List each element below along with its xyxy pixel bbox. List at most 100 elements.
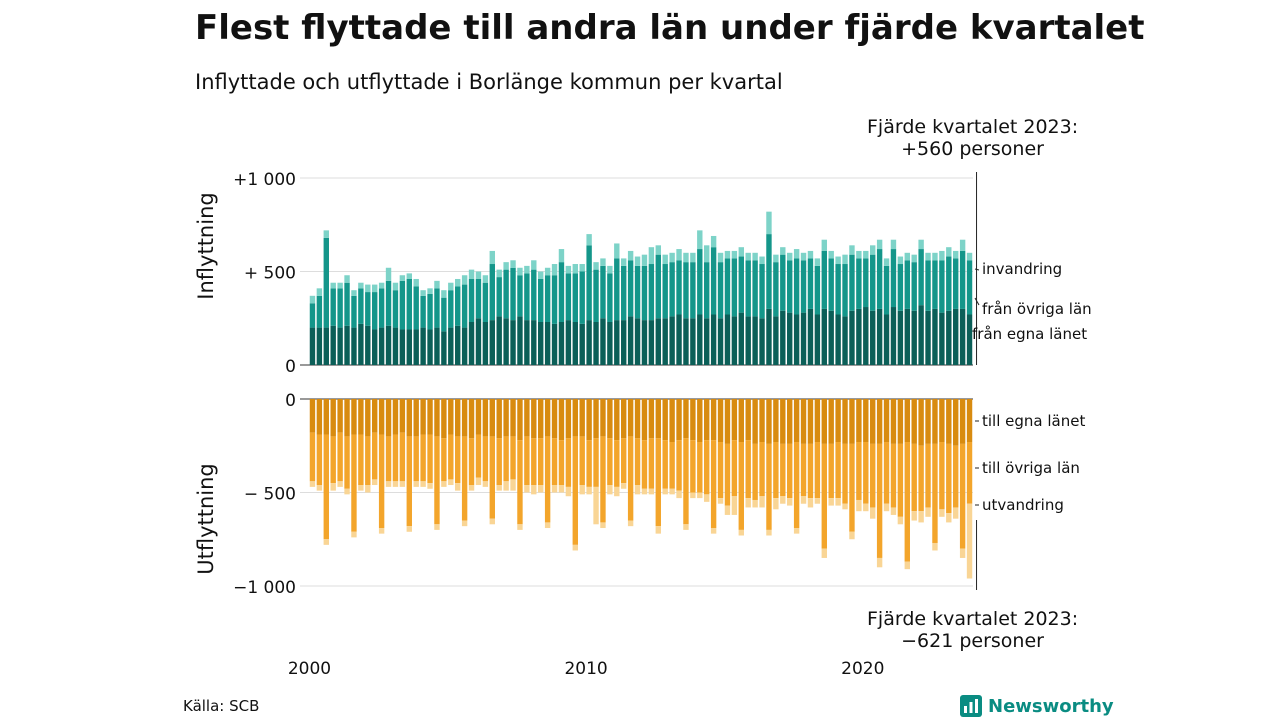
bar-in-2 <box>959 239 966 251</box>
bar-in-0 <box>316 327 323 365</box>
bar-out-1 <box>946 443 952 514</box>
bar-in-0 <box>427 329 433 365</box>
bar-out-2 <box>738 529 744 536</box>
bar-out-2 <box>842 503 848 510</box>
newsworthy-logo[interactable]: Newsworthy <box>960 692 1114 720</box>
bar-in-0 <box>842 316 848 365</box>
bar-in-0 <box>904 308 910 365</box>
bar-out-0 <box>669 399 675 443</box>
bar-in-1 <box>323 237 329 328</box>
bar-out-2 <box>607 485 613 495</box>
bar-out-2 <box>946 513 952 523</box>
bar-in-2 <box>932 252 938 261</box>
bar-out-2 <box>544 522 551 529</box>
bar-in-2 <box>800 252 807 261</box>
bar-out-1 <box>745 440 751 499</box>
bar-out-0 <box>883 399 890 443</box>
bar-out-1 <box>538 438 544 486</box>
bar-out-1 <box>551 438 558 486</box>
bar-in-2 <box>614 243 620 259</box>
bar-out-0 <box>876 399 883 444</box>
bar-out-0 <box>517 399 523 441</box>
bar-out-0 <box>607 399 613 439</box>
bar-in-1 <box>918 249 924 306</box>
bar-out-1 <box>800 443 807 497</box>
bar-out-0 <box>717 399 724 443</box>
bar-in-1 <box>593 269 599 322</box>
bar-out-2 <box>773 498 779 510</box>
bar-in-1 <box>586 245 592 321</box>
bar-out-2 <box>524 485 530 493</box>
bar-in-2 <box>392 282 399 291</box>
bar-in-0 <box>946 310 952 365</box>
bar-in-0 <box>773 316 779 365</box>
bar-out-0 <box>441 399 447 439</box>
bar-out-1 <box>835 442 841 499</box>
bar-in-0 <box>621 320 627 365</box>
bar-out-2 <box>876 557 883 568</box>
bar-in-1 <box>503 269 509 319</box>
bar-out-2 <box>420 481 426 487</box>
bar-in-0 <box>496 316 502 365</box>
bar-out-2 <box>828 498 834 506</box>
bar-in-0 <box>835 314 841 365</box>
bar-out-0 <box>890 399 897 444</box>
bar-in-2 <box>627 250 634 261</box>
bar-in-1 <box>475 278 482 319</box>
top-annotation-line2: +560 personer <box>901 138 1044 160</box>
bar-in-0 <box>814 314 821 365</box>
bar-out-2 <box>600 522 606 529</box>
bar-in-1 <box>621 265 627 321</box>
bar-in-0 <box>821 308 827 365</box>
bar-in-1 <box>427 293 433 330</box>
bar-in-1 <box>710 247 717 315</box>
bar-out-0 <box>461 399 468 437</box>
series-label-immigration: invandring <box>982 260 1062 278</box>
bar-out-2 <box>890 507 897 515</box>
bar-out-2 <box>662 488 668 495</box>
bar-out-1 <box>372 432 378 480</box>
bar-in-1 <box>337 288 343 328</box>
bar-in-2 <box>524 265 530 274</box>
bar-out-2 <box>399 481 406 487</box>
bar-out-2 <box>745 498 751 508</box>
bar-in-2 <box>593 262 599 270</box>
bar-out-0 <box>503 399 509 437</box>
bar-out-1 <box>897 443 904 517</box>
bar-in-0 <box>448 327 454 365</box>
bar-in-0 <box>614 320 620 365</box>
bar-out-0 <box>344 399 350 437</box>
bar-out-1 <box>704 440 710 495</box>
ytick-label-in: +1 000 <box>233 170 296 190</box>
bar-out-1 <box>821 443 827 549</box>
bar-in-2 <box>870 245 876 255</box>
bar-in-2 <box>565 265 572 274</box>
bar-in-0 <box>828 310 834 365</box>
bar-out-2 <box>330 483 336 491</box>
bar-in-2 <box>309 295 316 304</box>
bar-out-0 <box>337 399 343 433</box>
bar-out-2 <box>676 490 682 499</box>
bar-out-1 <box>683 438 689 525</box>
bar-in-2 <box>648 247 655 265</box>
bar-in-2 <box>787 252 793 261</box>
bar-out-0 <box>434 399 440 437</box>
bar-in-2 <box>385 267 392 281</box>
bar-out-0 <box>538 399 544 439</box>
bar-out-2 <box>821 548 827 558</box>
top-annotation: Fjärde kvartalet 2023: +560 personer <box>867 116 1078 160</box>
bar-in-1 <box>959 250 966 309</box>
bar-in-2 <box>399 275 406 281</box>
bar-out-2 <box>455 483 461 491</box>
ytick-label-out: 0 <box>285 391 296 411</box>
bar-in-2 <box>883 258 890 266</box>
bar-out-1 <box>579 436 585 486</box>
bar-out-0 <box>600 399 606 437</box>
bar-in-2 <box>676 249 682 261</box>
bar-out-2 <box>531 485 537 495</box>
bar-out-1 <box>406 436 412 527</box>
bar-out-2 <box>517 524 523 530</box>
bar-out-0 <box>406 399 412 437</box>
bar-out-0 <box>399 399 406 433</box>
ytick-label-out: − 500 <box>244 485 296 505</box>
